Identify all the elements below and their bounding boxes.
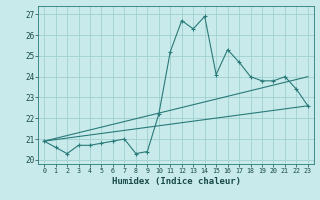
X-axis label: Humidex (Indice chaleur): Humidex (Indice chaleur) <box>111 177 241 186</box>
